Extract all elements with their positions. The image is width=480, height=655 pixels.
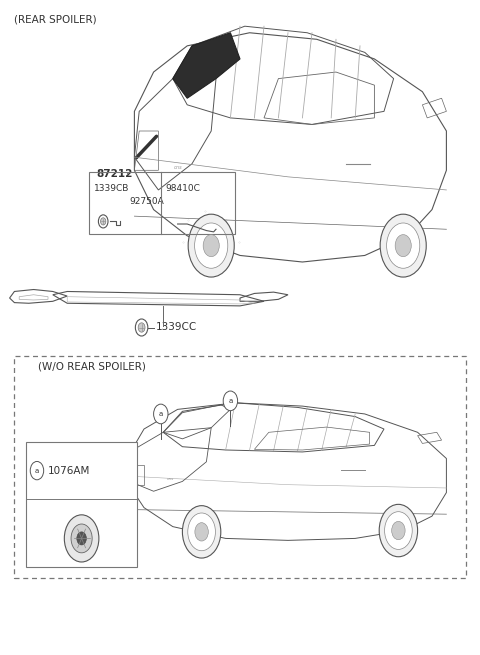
Text: ons: ons: [167, 477, 174, 481]
Circle shape: [384, 512, 412, 550]
Circle shape: [71, 524, 92, 553]
Text: 98410C: 98410C: [166, 184, 201, 193]
Text: 1076AM: 1076AM: [48, 466, 90, 476]
Circle shape: [101, 217, 106, 225]
Circle shape: [223, 391, 238, 411]
Text: 1339CC: 1339CC: [156, 322, 197, 333]
Bar: [26, 442, 137, 567]
Circle shape: [386, 223, 420, 269]
Text: ons: ons: [173, 164, 182, 170]
Circle shape: [379, 504, 418, 557]
Circle shape: [188, 513, 216, 551]
Circle shape: [188, 214, 234, 277]
Circle shape: [138, 323, 145, 332]
Circle shape: [64, 515, 99, 562]
Text: a: a: [159, 411, 163, 417]
Circle shape: [30, 461, 44, 479]
Polygon shape: [173, 33, 240, 98]
Circle shape: [182, 506, 221, 558]
Text: 92750A: 92750A: [130, 197, 164, 206]
Circle shape: [203, 234, 219, 257]
Text: a: a: [228, 398, 232, 404]
Circle shape: [77, 532, 86, 545]
Circle shape: [154, 404, 168, 424]
Text: (W/O REAR SPOILER): (W/O REAR SPOILER): [38, 362, 146, 371]
Circle shape: [392, 521, 405, 540]
Circle shape: [194, 223, 228, 269]
Circle shape: [98, 215, 108, 228]
Text: 87212: 87212: [96, 168, 132, 179]
Bar: [89, 172, 235, 234]
Circle shape: [135, 319, 148, 336]
Circle shape: [395, 234, 411, 257]
Bar: [14, 356, 466, 578]
Text: (REAR SPOILER): (REAR SPOILER): [14, 14, 97, 24]
Text: a: a: [35, 468, 39, 474]
Circle shape: [195, 523, 208, 541]
Text: 1339CB: 1339CB: [94, 184, 129, 193]
Circle shape: [380, 214, 426, 277]
